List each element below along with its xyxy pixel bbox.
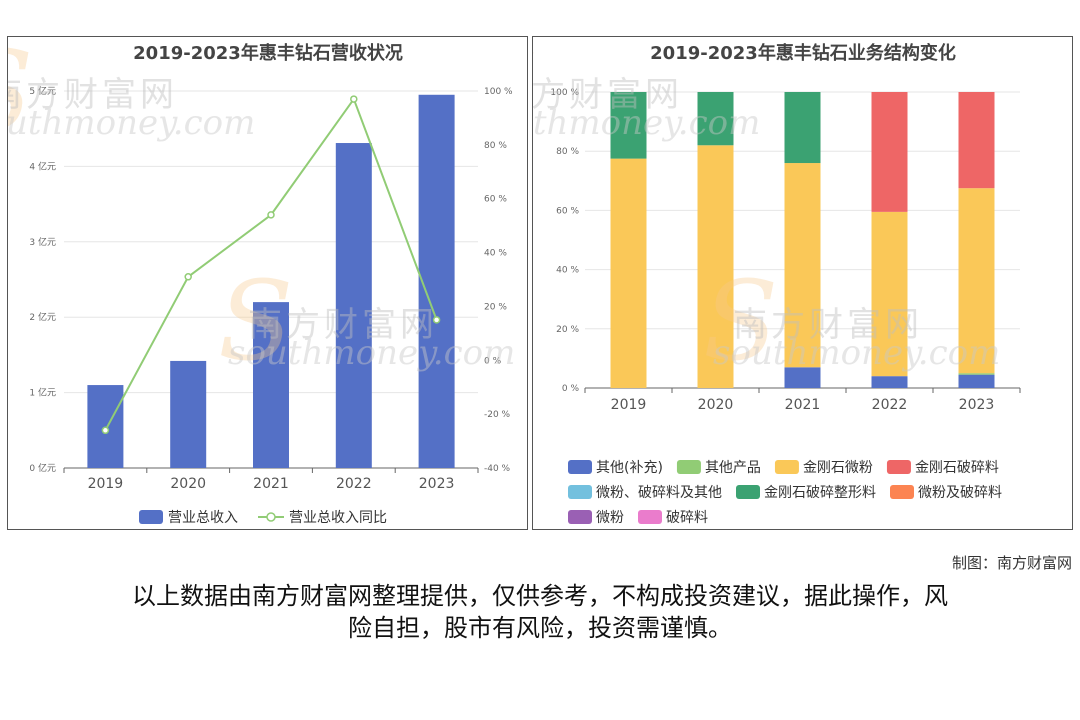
x-tick-label: 2021 bbox=[785, 397, 821, 413]
y-left-tick-label: 4 亿元 bbox=[29, 160, 56, 172]
x-tick-label: 2022 bbox=[336, 476, 372, 492]
legend-swatch-yoy-dot bbox=[266, 512, 276, 522]
legend-swatch bbox=[886, 460, 911, 474]
stacked-bar-segment bbox=[958, 188, 995, 374]
y-right-tick-label: -20 % bbox=[484, 410, 511, 420]
legend-label: 微粉 bbox=[596, 510, 624, 526]
stacked-bar-segment bbox=[958, 374, 995, 388]
stacked-bar-segment bbox=[784, 163, 821, 368]
y-right-tick-label: 80 % bbox=[484, 141, 507, 151]
y-left-tick-label: 0 亿元 bbox=[29, 462, 56, 474]
x-tick-label: 2020 bbox=[698, 397, 734, 413]
legend-label-yoy: 营业总收入同比 bbox=[289, 510, 387, 526]
stacked-bar-segment bbox=[784, 367, 821, 388]
y-right-tick-label: 20 % bbox=[484, 302, 507, 312]
y-left-tick-label: 2 亿元 bbox=[29, 311, 56, 323]
stacked-bar-segment bbox=[610, 158, 647, 388]
y-left-tick-label: 5 亿元 bbox=[29, 85, 56, 97]
x-tick-label: 2022 bbox=[872, 397, 908, 413]
revenue-chart: 2019-2023年惠丰钻石营收状况 0 亿元 1 亿元 2 亿元 3 亿元 4 亿元 5 … bbox=[29, 42, 513, 526]
legend-label: 微粉、破碎料及其他 bbox=[596, 485, 722, 501]
legend-swatch-revenue bbox=[139, 510, 163, 524]
yoy-point bbox=[432, 316, 441, 324]
yoy-point bbox=[267, 211, 275, 219]
y-right-tick-label: 100 % bbox=[484, 87, 513, 97]
legend-swatch bbox=[736, 485, 760, 499]
revenue-bar bbox=[87, 385, 124, 468]
legend-swatch bbox=[568, 460, 592, 474]
x-tick-label: 2020 bbox=[170, 476, 206, 492]
legend-label: 其他产品 bbox=[705, 460, 761, 476]
stacked-bar-segment bbox=[697, 145, 734, 388]
legend-label: 破碎料 bbox=[666, 510, 708, 526]
disclaimer: 以上数据由南方财富网整理提供，仅供参考，不构成投资建议，据此操作，风 险自担，股… bbox=[60, 580, 1020, 644]
x-tick-label: 2023 bbox=[419, 476, 455, 492]
y-tick-label: 40 % bbox=[556, 266, 579, 276]
disclaimer-line-2: 险自担，股市有风险，投资需谨慎。 bbox=[348, 614, 732, 642]
legend-label: 其他(补充) bbox=[596, 460, 663, 476]
legend-label: 金刚石破碎整形料 bbox=[764, 485, 876, 501]
revenue-bar bbox=[335, 143, 372, 468]
legend-swatch bbox=[774, 460, 799, 474]
legend-swatch bbox=[568, 485, 592, 499]
stacked-bar-segment bbox=[958, 373, 995, 375]
stacked-bar-segment bbox=[871, 92, 908, 212]
legend-label: 微粉及破碎料 bbox=[918, 485, 1002, 501]
yoy-point bbox=[184, 273, 192, 281]
x-tick-label: 2023 bbox=[959, 397, 995, 413]
chart-title: 2019-2023年惠丰钻石业务结构变化 bbox=[650, 42, 956, 64]
y-tick-label: 100 % bbox=[550, 88, 579, 98]
legend-label: 金刚石微粉 bbox=[803, 460, 873, 476]
structure-chart-panel: 2019-2023年惠丰钻石业务结构变化 0 % 20 % 40 % 60 % 80 % 1… bbox=[532, 36, 1073, 530]
legend-swatch bbox=[676, 460, 701, 474]
stacked-bar-segment bbox=[697, 92, 734, 146]
y-tick-label: 60 % bbox=[556, 206, 579, 216]
y-tick-label: 0 % bbox=[562, 384, 580, 394]
legend-label: 金刚石破碎料 bbox=[915, 460, 999, 476]
legend-swatch bbox=[890, 485, 914, 499]
yoy-point bbox=[101, 426, 110, 435]
revenue-bar bbox=[253, 302, 289, 468]
y-right-tick-label: 40 % bbox=[484, 249, 507, 259]
legend-swatch bbox=[568, 510, 592, 524]
chart-title: 2019-2023年惠丰钻石营收状况 bbox=[133, 42, 403, 64]
structure-chart: 2019-2023年惠丰钻石业务结构变化 0 % 20 % 40 % 60 % 80 % 1… bbox=[550, 42, 1021, 526]
legend-label-revenue: 营业总收入 bbox=[168, 510, 238, 526]
y-tick-label: 80 % bbox=[556, 147, 579, 157]
chart-credit: 制图：南方财富网 bbox=[951, 554, 1072, 572]
x-tick-label: 2021 bbox=[253, 476, 289, 492]
stacked-bar-segment bbox=[610, 92, 647, 159]
y-left-tick-label: 3 亿元 bbox=[29, 236, 56, 248]
stacked-bar-segment bbox=[958, 92, 995, 189]
yoy-point bbox=[350, 95, 358, 103]
revenue-bar bbox=[170, 360, 207, 468]
revenue-bar bbox=[418, 94, 455, 468]
y-tick-label: 20 % bbox=[556, 325, 579, 335]
revenue-chart-panel: 2019-2023年惠丰钻石营收状况 0 亿元 1 亿元 2 亿元 3 亿元 4 亿元 5 … bbox=[7, 36, 528, 530]
legend-swatch bbox=[638, 510, 662, 524]
stacked-bar-segment bbox=[871, 376, 908, 388]
stacked-bar-segment bbox=[871, 211, 908, 377]
x-tick-label: 2019 bbox=[88, 476, 124, 492]
stacked-bar-segment bbox=[784, 92, 821, 164]
y-left-tick-label: 1 亿元 bbox=[29, 387, 56, 399]
y-right-tick-label: -40 % bbox=[484, 464, 511, 474]
y-right-tick-label: 60 % bbox=[484, 195, 507, 205]
y-right-tick-label: 0 % bbox=[484, 356, 502, 366]
disclaimer-line-1: 以上数据由南方财富网整理提供，仅供参考，不构成投资建议，据此操作，风 bbox=[132, 582, 948, 610]
x-tick-label: 2019 bbox=[611, 397, 647, 413]
